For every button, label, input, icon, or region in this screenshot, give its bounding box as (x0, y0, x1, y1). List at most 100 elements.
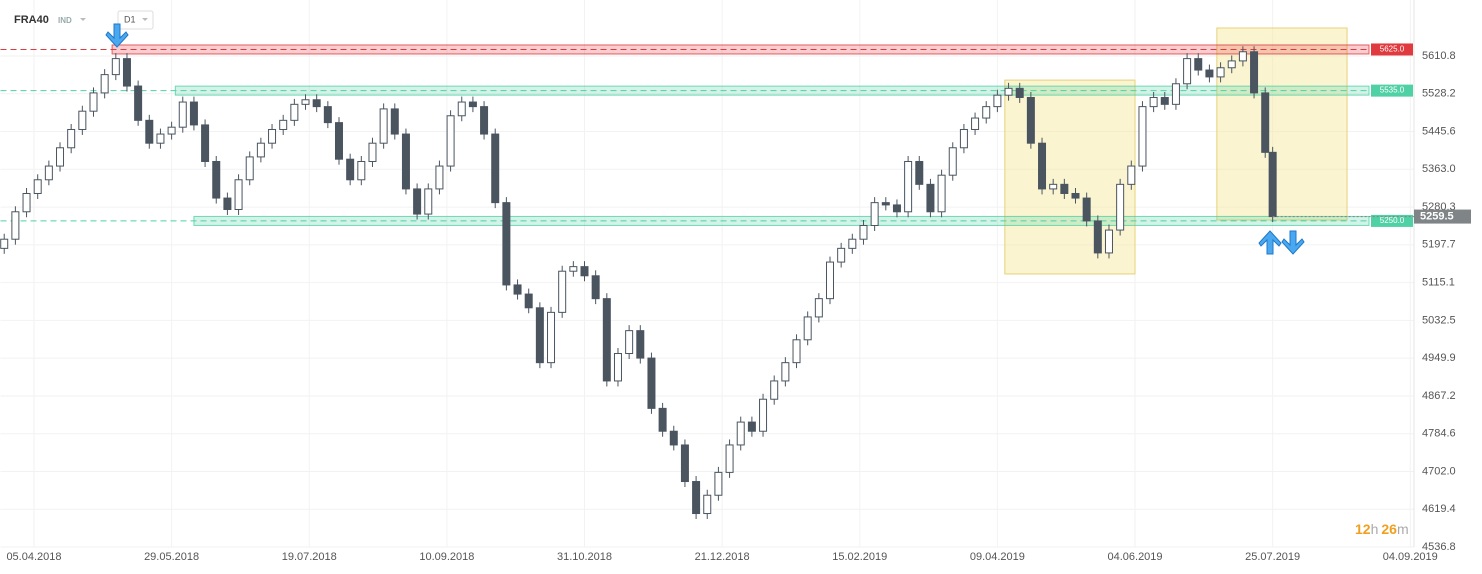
candle-body (457, 101, 466, 117)
candle-body (290, 103, 299, 121)
candle-body (312, 99, 321, 108)
y-tick-label: 5610.8 (1422, 50, 1456, 62)
candle-body (234, 179, 243, 210)
candle-body (1071, 192, 1080, 199)
candle-body (379, 108, 388, 144)
candle-body (692, 481, 701, 515)
candle-body (223, 197, 232, 210)
candle-body (591, 275, 600, 300)
candle-body (111, 58, 120, 76)
candle-body (915, 160, 924, 185)
candle-body (0, 238, 9, 249)
candle-body (401, 133, 410, 190)
candle-body (1138, 106, 1147, 167)
candle-body (892, 204, 901, 213)
x-tick-label: 04.06.2019 (1107, 551, 1162, 563)
candle-body (837, 247, 846, 263)
candle-body (781, 362, 790, 382)
candle-body (323, 106, 332, 124)
candle-body (1261, 92, 1270, 153)
level-label-box (1371, 43, 1413, 56)
y-tick-label: 4536.8 (1422, 541, 1456, 553)
y-tick-label: 5115.1 (1422, 277, 1455, 289)
candle-body (491, 133, 500, 204)
candle-body (814, 298, 823, 318)
candle-body (502, 202, 511, 286)
x-tick-label: 29.05.2018 (144, 551, 199, 563)
candle-body (201, 124, 210, 162)
x-tick-label: 25.07.2019 (1245, 551, 1300, 563)
candle-body (580, 266, 589, 277)
candle-body (658, 407, 667, 432)
dropdown-icon[interactable] (142, 18, 148, 21)
candle-body (770, 380, 779, 400)
candle-body (759, 398, 768, 432)
candle-body (959, 128, 968, 149)
candle-body (1093, 220, 1102, 254)
candle-body (145, 119, 154, 144)
candle-body (859, 224, 868, 240)
candle-body (1160, 96, 1169, 105)
candle-body (870, 202, 879, 226)
candle-body (189, 101, 198, 126)
y-tick-label: 5032.5 (1422, 314, 1456, 326)
candle-body (346, 158, 355, 181)
candle-body (669, 430, 678, 446)
candle-body (435, 165, 444, 190)
candle-body (1116, 183, 1125, 231)
candle-body (714, 471, 723, 496)
candle-body (803, 316, 812, 341)
level-label-box (1371, 214, 1413, 227)
candle-body (558, 270, 567, 313)
interval-box[interactable] (117, 10, 154, 30)
candle-body (926, 183, 935, 213)
timer-hours-unit: h (1371, 521, 1379, 537)
x-tick-label: 15.02.2019 (832, 551, 887, 563)
timer: 12h 26m (1355, 521, 1409, 537)
signal-arrow (1258, 230, 1305, 255)
signal-arrow (105, 23, 129, 48)
candle-body (636, 330, 645, 359)
highlight-box (1004, 79, 1136, 275)
candle-body (1049, 183, 1058, 190)
candle-body (390, 108, 399, 135)
interval[interactable]: D1 (124, 14, 136, 24)
candle-body (122, 58, 131, 87)
candle-body (1127, 165, 1136, 185)
x-tick-label: 21.12.2018 (695, 551, 750, 563)
zones (0, 27, 1370, 275)
candle-body (524, 293, 533, 309)
candle-body (1171, 83, 1180, 105)
dropdown-icon[interactable] (80, 18, 86, 21)
candle-body (848, 238, 857, 249)
market: IND (58, 16, 72, 25)
candle-body (1183, 58, 1192, 85)
candle-body (1238, 51, 1247, 62)
candle-body (44, 165, 53, 181)
last-price-label: 5259.5 (1420, 210, 1454, 222)
candle-body (703, 494, 712, 515)
candle-body (535, 307, 544, 364)
candle-body (446, 115, 455, 167)
y-tick-label: 4702.0 (1422, 465, 1456, 477)
candle-body (22, 192, 31, 213)
candle-body (480, 106, 489, 135)
candle-body (178, 101, 187, 128)
y-tick-label: 4784.6 (1422, 428, 1456, 440)
candle-body (1205, 69, 1214, 78)
candle-body (245, 156, 254, 181)
candle-body (1060, 183, 1069, 194)
y-tick-label: 4949.9 (1422, 352, 1456, 364)
grid (0, 0, 1414, 548)
timer-minutes: 26 (1381, 521, 1397, 537)
candle-body (413, 188, 422, 215)
candle-body (1104, 229, 1113, 254)
symbol[interactable]: FRA40 (14, 14, 49, 26)
candle-body (736, 421, 745, 446)
candle-body (357, 160, 366, 181)
y-tick-label: 5363.0 (1422, 163, 1456, 175)
candle-body (56, 147, 65, 167)
candle-body (937, 174, 946, 213)
candle-body (78, 110, 87, 130)
candle-body (100, 74, 109, 94)
